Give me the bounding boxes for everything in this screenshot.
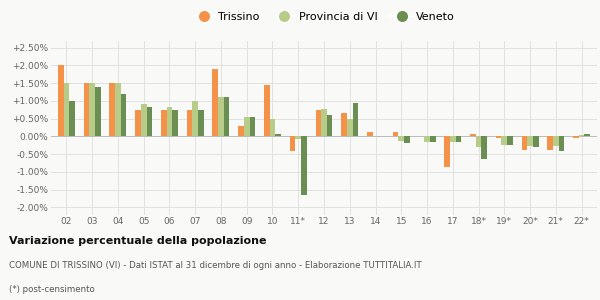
Bar xyxy=(238,126,244,136)
Bar xyxy=(69,101,75,136)
Bar xyxy=(316,110,321,136)
Bar xyxy=(481,136,487,160)
Bar xyxy=(430,136,436,142)
Bar xyxy=(301,136,307,195)
Bar xyxy=(187,110,193,136)
Bar xyxy=(269,118,275,136)
Bar xyxy=(141,104,146,136)
Bar xyxy=(553,136,559,146)
Bar xyxy=(250,117,255,136)
Legend: Trissino, Provincia di VI, Veneto: Trissino, Provincia di VI, Veneto xyxy=(188,8,460,27)
Bar xyxy=(470,134,476,136)
Bar xyxy=(172,110,178,136)
Text: Variazione percentuale della popolazione: Variazione percentuale della popolazione xyxy=(9,236,266,247)
Bar xyxy=(341,113,347,136)
Bar xyxy=(89,83,95,136)
Bar xyxy=(450,136,455,142)
Bar xyxy=(353,103,358,136)
Bar xyxy=(327,115,332,136)
Bar xyxy=(455,136,461,142)
Bar xyxy=(275,134,281,136)
Bar xyxy=(547,136,553,150)
Bar xyxy=(244,117,250,136)
Bar xyxy=(295,136,301,139)
Bar xyxy=(533,136,539,147)
Bar xyxy=(367,132,373,136)
Text: (*) post-censimento: (*) post-censimento xyxy=(9,285,95,294)
Bar xyxy=(121,94,127,136)
Bar xyxy=(476,136,481,147)
Bar xyxy=(58,65,64,136)
Bar xyxy=(496,136,502,138)
Bar xyxy=(424,136,430,142)
Bar xyxy=(84,83,89,136)
Bar xyxy=(584,134,590,136)
Bar xyxy=(502,136,507,145)
Bar xyxy=(573,136,579,138)
Bar xyxy=(212,69,218,136)
Bar xyxy=(521,136,527,150)
Bar xyxy=(444,136,450,166)
Bar xyxy=(135,110,141,136)
Bar xyxy=(404,136,410,143)
Bar xyxy=(95,87,101,136)
Bar xyxy=(264,85,269,136)
Bar xyxy=(347,118,353,136)
Bar xyxy=(507,136,513,145)
Bar xyxy=(224,97,229,136)
Bar xyxy=(393,132,398,136)
Bar xyxy=(161,110,167,136)
Bar xyxy=(146,107,152,136)
Bar xyxy=(579,135,584,137)
Bar xyxy=(398,136,404,141)
Bar xyxy=(290,136,295,151)
Text: COMUNE DI TRISSINO (VI) - Dati ISTAT al 31 dicembre di ogni anno - Elaborazione : COMUNE DI TRISSINO (VI) - Dati ISTAT al … xyxy=(9,262,422,271)
Bar xyxy=(321,109,327,136)
Bar xyxy=(218,97,224,136)
Bar xyxy=(527,136,533,146)
Bar xyxy=(193,101,198,136)
Bar xyxy=(109,83,115,136)
Bar xyxy=(115,83,121,136)
Bar xyxy=(167,107,172,136)
Bar xyxy=(559,136,564,151)
Bar xyxy=(198,110,204,136)
Bar xyxy=(64,83,69,136)
